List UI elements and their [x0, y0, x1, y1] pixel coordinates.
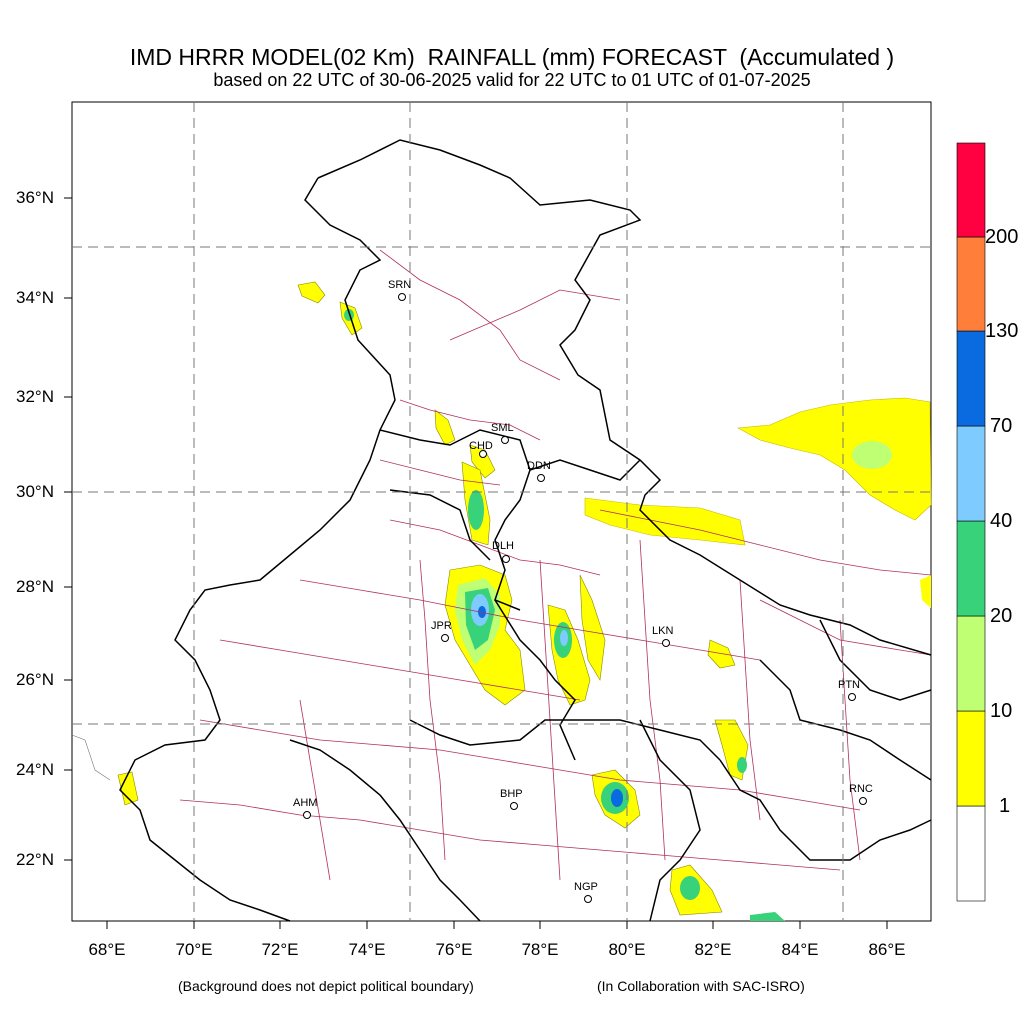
svg-text:DLH: DLH [492, 540, 514, 552]
lat-label-28n: 28°N [16, 577, 54, 596]
colorbar-box-3 [956, 520, 986, 617]
city-jpr: JPR [431, 620, 452, 642]
lon-label-84e: 84°E [781, 940, 819, 959]
colorbar-label-10: 10 [990, 700, 1013, 722]
lat-label-22n: 22°N [16, 850, 54, 869]
city-ngp: NGP [574, 881, 598, 903]
footer-collaboration: (In Collaboration with SAC-ISRO) [597, 978, 805, 994]
colorbar-box-6 [956, 236, 986, 332]
svg-text:NGP: NGP [574, 881, 598, 893]
colorbar-label-20: 20 [990, 605, 1013, 627]
lon-label-86e: 86°E [868, 940, 906, 959]
map-title: IMD HRRR MODEL(02 Km) RAINFALL (mm) FORE… [129, 44, 895, 70]
city-dlh: DLH [492, 540, 514, 563]
colorbar-label-130: 130 [985, 320, 1019, 342]
city-srn: SRN [388, 279, 411, 301]
lat-label-34n: 34°N [16, 288, 54, 307]
lat-label-36n: 36°N [16, 188, 54, 207]
lat-label-26n: 26°N [16, 670, 54, 689]
lat-label-30n: 30°N [16, 482, 54, 501]
map-subtitle: based on 22 UTC of 30-06-2025 valid for … [213, 70, 811, 90]
city-ddn: DDN [527, 460, 551, 482]
colorbar-label-70: 70 [990, 415, 1013, 437]
svg-text:CHD: CHD [469, 440, 493, 452]
colorbar-box-5 [956, 330, 986, 427]
lon-label-72e: 72°E [261, 940, 299, 959]
lon-label-70e: 70°E [175, 940, 213, 959]
lat-label-32n: 32°N [16, 387, 54, 406]
axis-ticks [64, 197, 888, 929]
colorbar-box-7 [956, 142, 986, 238]
colorbar-box-1 [956, 710, 986, 807]
svg-text:JPR: JPR [431, 620, 452, 632]
colorbar-box-2 [956, 615, 986, 712]
svg-text:BHP: BHP [500, 788, 523, 800]
svg-text:SRN: SRN [388, 279, 411, 291]
colorbar-box-4 [956, 425, 986, 522]
colorbar-label-200: 200 [985, 226, 1019, 248]
rainfall-shading [117, 281, 932, 921]
lon-label-76e: 76°E [435, 940, 473, 959]
gridlines [72, 102, 931, 921]
colorbar [956, 142, 986, 902]
coastline [71, 734, 111, 781]
lon-label-74e: 74°E [348, 940, 386, 959]
svg-text:AHM: AHM [293, 797, 317, 809]
city-ptn: PTN [838, 679, 860, 701]
city-lkn: LKN [652, 625, 673, 647]
lon-label-68e: 68°E [88, 940, 126, 959]
city-rnc: RNC [849, 783, 873, 805]
city-markers: SRN SML CHD DDN DLH JPR LKN PTN RNC AHM … [293, 279, 873, 903]
colorbar-label-1: 1 [999, 795, 1011, 817]
svg-text:SML: SML [491, 422, 514, 434]
city-bhp: BHP [500, 788, 523, 810]
svg-text:LKN: LKN [652, 625, 673, 637]
svg-text:PTN: PTN [838, 679, 860, 691]
lon-label-80e: 80°E [608, 940, 646, 959]
map-frame [71, 101, 932, 922]
city-ahm: AHM [293, 797, 317, 819]
lon-label-78e: 78°E [521, 940, 559, 959]
colorbar-label-40: 40 [990, 510, 1013, 532]
footer-disclaimer: (Background does not depict political bo… [178, 978, 474, 994]
svg-text:DDN: DDN [527, 460, 551, 472]
city-sml: SML [491, 422, 514, 444]
colorbar-box-0 [956, 805, 986, 902]
lon-label-82e: 82°E [694, 940, 732, 959]
svg-text:RNC: RNC [849, 783, 873, 795]
lat-label-24n: 24°N [16, 760, 54, 779]
city-chd: CHD [469, 440, 493, 458]
